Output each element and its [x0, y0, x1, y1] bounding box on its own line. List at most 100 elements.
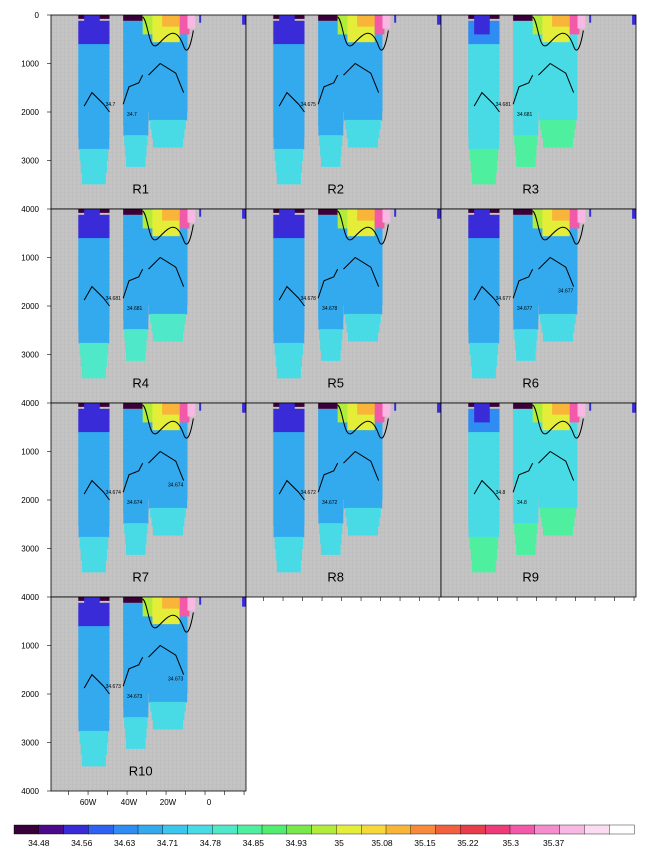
salinity-cell [343, 304, 383, 315]
salinity-cell [123, 225, 149, 237]
salinity-cell [80, 160, 108, 173]
salinity-cell [78, 249, 110, 262]
contour-line [83, 673, 110, 695]
contour-line [337, 404, 389, 439]
salinity-cell [513, 471, 539, 483]
salinity-cell [471, 366, 496, 379]
salinity-cell [148, 250, 188, 261]
salinity-cell [343, 47, 383, 58]
salinity-cell [541, 516, 575, 527]
salinity-cell [151, 128, 185, 139]
salinity-cell [318, 124, 344, 136]
salinity-cell [538, 47, 578, 58]
salinity-cell [346, 128, 380, 139]
contour-line [343, 62, 380, 93]
salinity-cell [343, 489, 383, 500]
salinity-cell [513, 51, 539, 63]
salinity-cell [123, 103, 149, 115]
salinity-cell [468, 261, 500, 274]
salinity-cell [78, 296, 110, 309]
salinity-cell [123, 277, 149, 289]
salinity-cell [318, 403, 338, 409]
y-tick-label: 4000 [21, 593, 39, 602]
salinity-cell [123, 235, 149, 247]
y-tick-label: 4000 [21, 787, 39, 796]
salinity-cell [437, 15, 441, 25]
salinity-cell [276, 172, 301, 185]
salinity-cell [273, 102, 305, 115]
salinity-cell [321, 349, 341, 361]
salinity-cell [242, 209, 246, 219]
salinity-cell [318, 256, 344, 268]
salinity-cell [318, 297, 344, 309]
salinity-cell [148, 92, 188, 103]
salinity-cell [394, 15, 397, 23]
panel-label: R3 [522, 181, 539, 196]
contour-line [473, 91, 500, 113]
salinity-cell [152, 719, 184, 730]
salinity-cell [552, 403, 572, 415]
salinity-cell [187, 15, 196, 29]
salinity-cell [394, 209, 397, 217]
panel-label: R7 [132, 569, 149, 584]
salinity-cell [382, 209, 391, 223]
colorbar-swatch [435, 824, 462, 835]
salinity-cell [538, 489, 578, 500]
salinity-cell [123, 481, 149, 493]
salinity-cell [148, 665, 188, 676]
salinity-cell [513, 408, 539, 420]
salinity-cell [437, 209, 441, 219]
salinity-cell [152, 525, 184, 536]
contour-line [343, 256, 380, 287]
salinity-cell [513, 15, 533, 21]
contour-label: 34.677 [517, 306, 533, 312]
salinity-cell [468, 501, 500, 515]
salinity-cell [538, 277, 578, 288]
contour-label: 34.681 [496, 102, 512, 108]
salinity-cell [474, 403, 490, 423]
contour-line [337, 210, 389, 245]
contour-label: 34.7 [106, 102, 116, 108]
salinity-cell [318, 62, 344, 74]
salinity-cell [179, 597, 190, 617]
salinity-cell [78, 284, 110, 297]
salinity-cell [632, 209, 636, 219]
contour-line [532, 404, 584, 439]
salinity-cell [374, 403, 385, 423]
contour-line [83, 91, 110, 113]
salinity-cell [273, 443, 305, 456]
salinity-cell [148, 444, 188, 455]
salinity-cell [123, 696, 149, 708]
contour-label: 34.677 [496, 296, 512, 302]
salinity-cell [318, 235, 344, 247]
salinity-cell [343, 38, 383, 49]
salinity-cell [515, 533, 537, 545]
salinity-cell [125, 533, 147, 545]
salinity-cell [538, 480, 578, 491]
salinity-cell [273, 261, 305, 274]
salinity-cell [468, 296, 500, 309]
salinity-cell [471, 172, 496, 185]
salinity-cell [343, 480, 383, 491]
salinity-cell [468, 307, 500, 321]
salinity-cell [151, 516, 185, 527]
salinity-cell [515, 145, 537, 157]
salinity-cell [437, 403, 441, 413]
salinity-cell [78, 113, 110, 127]
y-tick-label: 2000 [21, 302, 39, 311]
salinity-cell [276, 560, 301, 573]
salinity-cell [538, 92, 578, 103]
salinity-cell [162, 209, 182, 221]
contour-label: 34.8 [496, 490, 506, 496]
salinity-cell [343, 453, 383, 464]
salinity-cell [150, 119, 186, 130]
salinity-cell [273, 331, 305, 344]
salinity-cell [123, 20, 149, 32]
salinity-cell [514, 523, 538, 535]
salinity-cell [199, 209, 202, 217]
colorbar-swatch [162, 824, 189, 835]
salinity-cell [513, 31, 539, 43]
salinity-cell [148, 277, 188, 288]
salinity-cell [148, 480, 188, 491]
salinity-cell [343, 92, 383, 103]
